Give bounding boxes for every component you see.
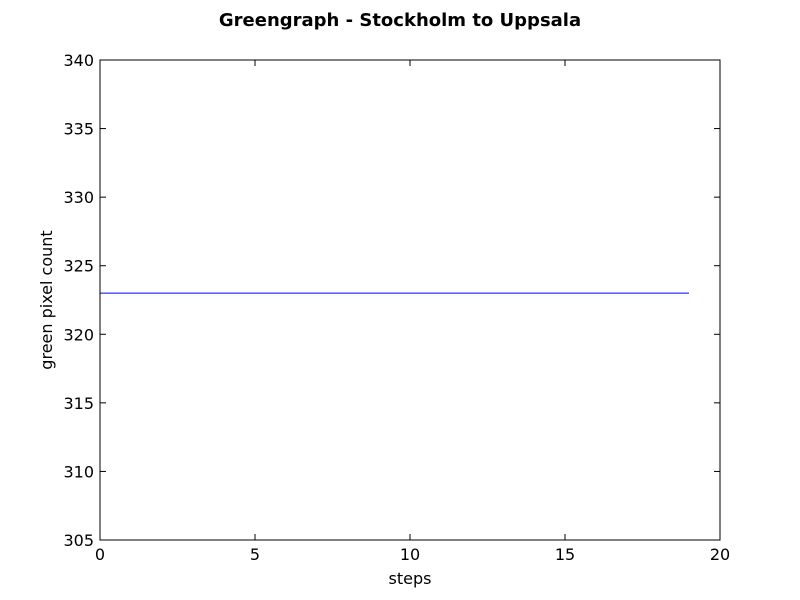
x-tick-label: 10 bbox=[400, 545, 420, 564]
y-tick-label: 330 bbox=[63, 188, 94, 207]
x-tick-label: 5 bbox=[250, 545, 260, 564]
x-axis-label: steps bbox=[389, 569, 432, 588]
y-axis-label: green pixel count bbox=[37, 230, 56, 369]
y-tick-label: 305 bbox=[63, 531, 94, 550]
plot-area: 0 5 10 15 20 305 310 315 320 325 330 335 340 bbox=[63, 51, 730, 564]
y-tick-label: 340 bbox=[63, 51, 94, 70]
chart-title: Greengraph - Stockholm to Uppsala bbox=[219, 10, 581, 31]
x-tick-label: 15 bbox=[555, 545, 575, 564]
y-tick-label: 335 bbox=[63, 120, 94, 139]
y-tick-label: 315 bbox=[63, 394, 94, 413]
x-tick-label: 0 bbox=[95, 545, 105, 564]
plot-background bbox=[100, 60, 720, 540]
y-tick-label: 320 bbox=[63, 325, 94, 344]
x-tick-label: 20 bbox=[710, 545, 730, 564]
y-tick-label: 325 bbox=[63, 257, 94, 276]
tick-layer: 0 5 10 15 20 305 310 315 320 325 330 335 340 bbox=[63, 51, 730, 564]
plot-frame bbox=[99, 59, 721, 541]
y-tick-label: 310 bbox=[63, 462, 94, 481]
